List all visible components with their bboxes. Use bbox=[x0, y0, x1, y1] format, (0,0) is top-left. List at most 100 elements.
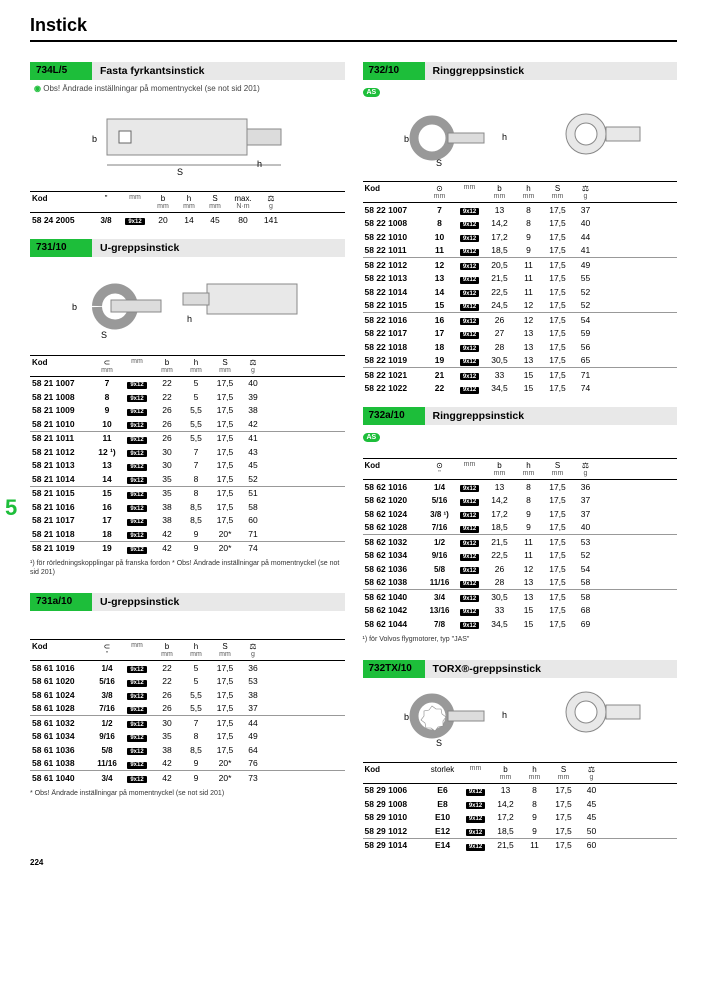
data-cell: 17,5 bbox=[543, 315, 573, 326]
section-head-732a10: 732a/10 Ringgreppsinstick bbox=[363, 407, 678, 425]
data-cell: 17,5 bbox=[543, 564, 573, 575]
data-cell: 17,5 bbox=[210, 419, 240, 430]
col-header: ⚖g bbox=[579, 765, 605, 781]
data-cell: 22 bbox=[152, 392, 182, 403]
data-cell: 17,5 bbox=[210, 392, 240, 403]
data-cell: 11/16 bbox=[425, 577, 455, 588]
data-cell: 9 bbox=[515, 245, 543, 256]
data-cell: 11/16 bbox=[92, 758, 122, 769]
data-cell: E12 bbox=[425, 826, 461, 837]
data-cell: 71 bbox=[573, 370, 599, 381]
data-cell: 10 bbox=[92, 419, 122, 430]
left-column: 734L/5 Fasta fyrkantsinstick ◉ Obs! Ändr… bbox=[30, 62, 345, 852]
data-cell: 9/16 bbox=[425, 550, 455, 561]
data-cell: 30 bbox=[152, 718, 182, 729]
data-cell: 37 bbox=[573, 495, 599, 506]
col-header: hmm bbox=[515, 461, 543, 477]
kod-cell: 58 62 1038 bbox=[363, 577, 425, 588]
size-badge: 9x12 bbox=[460, 567, 479, 574]
kod-cell: 58 22 1007 bbox=[363, 205, 425, 216]
data-cell: 9x12 bbox=[122, 502, 152, 513]
data-cell: 26 bbox=[152, 433, 182, 444]
size-badge: 9x12 bbox=[127, 422, 146, 429]
data-cell: 5/16 bbox=[92, 676, 122, 687]
data-cell: 17,5 bbox=[543, 245, 573, 256]
data-cell: 11 bbox=[515, 537, 543, 548]
data-cell: 13 bbox=[515, 577, 543, 588]
data-cell: 38 bbox=[152, 515, 182, 526]
table-row: 58 22 1016169x12261217,554 bbox=[363, 312, 678, 327]
data-cell: 18,5 bbox=[485, 245, 515, 256]
data-cell: 9x12 bbox=[122, 433, 152, 444]
kod-cell: 58 21 1015 bbox=[30, 488, 92, 499]
data-cell: 26 bbox=[152, 419, 182, 430]
kod-cell: 58 21 1007 bbox=[30, 378, 92, 389]
data-cell: 8 bbox=[521, 799, 549, 810]
data-cell: 20 bbox=[150, 215, 176, 226]
data-cell: 5/8 bbox=[92, 745, 122, 756]
diagram-734L5: b h S bbox=[30, 97, 345, 187]
data-cell: 5/8 bbox=[425, 564, 455, 575]
data-cell: 9x12 bbox=[455, 273, 485, 284]
size-badge: 9x12 bbox=[460, 387, 479, 394]
section-name: Ringgreppsinstick bbox=[425, 62, 678, 80]
col-header: max.N·m bbox=[228, 194, 258, 210]
kod-cell: 58 62 1036 bbox=[363, 564, 425, 575]
kod-cell: 58 21 1019 bbox=[30, 543, 92, 554]
table-row: 58 62 10447/89x1234,51517,569 bbox=[363, 617, 678, 631]
data-cell: 141 bbox=[258, 215, 284, 226]
data-cell: 38 bbox=[240, 405, 266, 416]
data-cell: 17,5 bbox=[543, 205, 573, 216]
data-cell: 18 bbox=[92, 529, 122, 540]
table-header: Kod"mmbmmhmmSmmmax.N·m⚖g bbox=[30, 191, 345, 213]
data-cell: 17,2 bbox=[491, 812, 521, 823]
size-badge: 9x12 bbox=[460, 208, 479, 215]
data-cell: 13 bbox=[515, 592, 543, 603]
data-cell: 17,5 bbox=[543, 300, 573, 311]
right-column: 732/10 Ringgreppsinstick AS b h S Kod⊙mm… bbox=[363, 62, 678, 852]
data-cell: 42 bbox=[152, 773, 182, 784]
data-cell: 9x12 bbox=[455, 245, 485, 256]
data-cell: 58 bbox=[573, 592, 599, 603]
size-badge: 9x12 bbox=[460, 485, 479, 492]
data-cell: 44 bbox=[240, 718, 266, 729]
data-cell: 17,5 bbox=[543, 342, 573, 353]
data-cell: E8 bbox=[425, 799, 461, 810]
data-cell: 34,5 bbox=[485, 383, 515, 394]
data-cell: 52 bbox=[240, 474, 266, 485]
data-cell: 9x12 bbox=[461, 812, 491, 823]
data-cell: 17,5 bbox=[549, 840, 579, 851]
table-row: 58 24 20053/89x1220144580141 bbox=[30, 213, 345, 227]
kod-cell: 58 62 1020 bbox=[363, 495, 425, 506]
data-cell: 26 bbox=[152, 405, 182, 416]
data-cell: 17,5 bbox=[210, 447, 240, 458]
data-cell: 11 bbox=[92, 433, 122, 444]
data-cell: 7 bbox=[92, 378, 122, 389]
data-cell: 80 bbox=[228, 215, 258, 226]
data-cell: 9x12 bbox=[122, 731, 152, 742]
data-cell: 9 bbox=[521, 826, 549, 837]
size-badge: 9x12 bbox=[127, 776, 146, 783]
size-badge: 9x12 bbox=[460, 222, 479, 229]
data-cell: 13 bbox=[515, 328, 543, 339]
data-cell: 17,5 bbox=[543, 605, 573, 616]
data-cell: 40 bbox=[240, 378, 266, 389]
col-header: Kod bbox=[30, 642, 92, 658]
data-cell: 9x12 bbox=[122, 378, 152, 389]
size-badge: 9x12 bbox=[127, 547, 146, 554]
data-cell: 14 bbox=[425, 287, 455, 298]
col-header: ⚖g bbox=[573, 184, 599, 200]
col-header: mm bbox=[120, 194, 150, 210]
data-cell: 9x12 bbox=[122, 515, 152, 526]
data-cell: 73 bbox=[240, 773, 266, 784]
table-row: 58 22 1021219x12331517,571 bbox=[363, 367, 678, 382]
kod-cell: 58 61 1034 bbox=[30, 731, 92, 742]
data-cell: 24,5 bbox=[485, 300, 515, 311]
data-cell: 13 bbox=[515, 355, 543, 366]
data-cell: 9x12 bbox=[455, 328, 485, 339]
diagram-732TX10: b h S bbox=[363, 682, 678, 758]
data-cell: 59 bbox=[573, 328, 599, 339]
data-cell: 17,5 bbox=[543, 537, 573, 548]
col-header: ⊙" bbox=[425, 461, 455, 477]
footnote-73110: ¹) för rörledningskopplingar på franska … bbox=[30, 559, 345, 577]
